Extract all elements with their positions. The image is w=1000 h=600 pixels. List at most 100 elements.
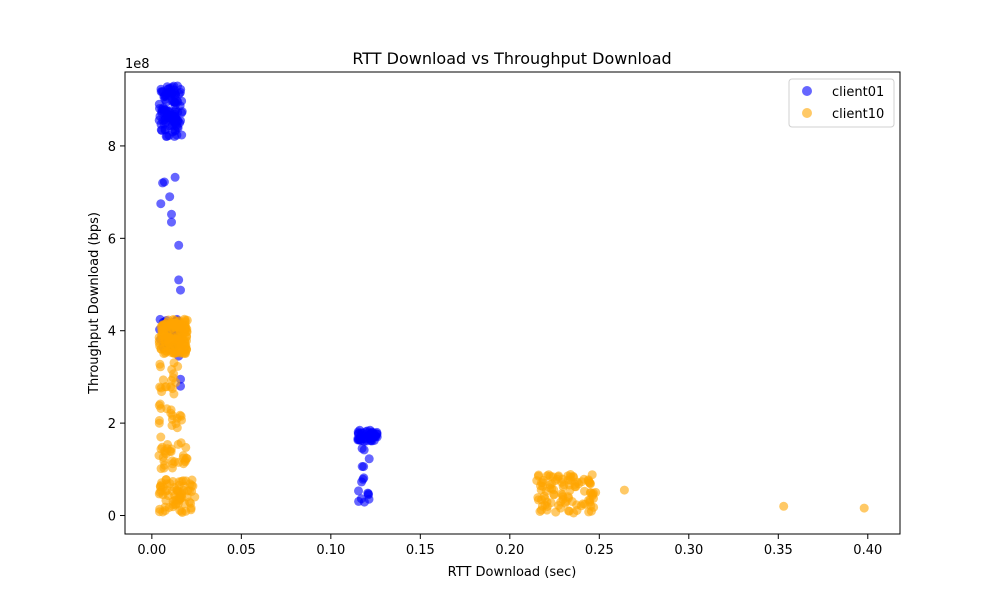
data-point xyxy=(158,375,168,385)
data-point xyxy=(359,473,369,483)
data-point xyxy=(357,443,367,453)
data-point xyxy=(172,494,182,504)
data-point xyxy=(591,487,601,497)
data-point xyxy=(174,275,184,285)
data-point xyxy=(156,432,166,442)
x-tick-label: 0.30 xyxy=(674,543,703,558)
data-point xyxy=(160,460,170,470)
y-tick-label: 6 xyxy=(108,232,116,247)
data-point xyxy=(161,495,171,505)
data-point xyxy=(859,503,869,513)
x-tick-label: 0.20 xyxy=(495,543,524,558)
data-point xyxy=(164,334,174,344)
data-point xyxy=(165,343,175,353)
data-point xyxy=(190,492,200,502)
data-point xyxy=(171,377,181,387)
data-point xyxy=(552,474,562,484)
data-point xyxy=(154,489,164,499)
data-point xyxy=(180,455,190,465)
data-point xyxy=(559,480,569,490)
x-tick-label: 0.40 xyxy=(853,543,882,558)
data-point xyxy=(359,497,369,507)
data-point xyxy=(167,463,177,473)
data-point xyxy=(619,485,629,495)
x-tick-label: 0.00 xyxy=(137,543,166,558)
data-point xyxy=(779,501,789,511)
y-tick-label: 8 xyxy=(108,140,116,155)
data-point xyxy=(155,341,165,351)
data-point xyxy=(563,492,573,502)
data-point xyxy=(540,494,550,504)
data-point xyxy=(156,362,165,372)
data-point xyxy=(154,418,164,428)
plot-frame xyxy=(124,71,901,535)
data-point xyxy=(542,502,552,511)
data-point xyxy=(177,335,187,344)
data-point xyxy=(586,479,595,489)
data-point xyxy=(175,410,185,420)
data-point xyxy=(369,429,379,439)
data-point xyxy=(354,486,363,496)
data-point xyxy=(165,479,175,489)
data-point xyxy=(155,111,165,121)
series-client01 xyxy=(154,81,382,507)
data-point xyxy=(181,476,191,486)
data-point xyxy=(166,408,176,418)
data-point xyxy=(186,505,196,515)
data-point xyxy=(172,423,182,433)
data-point xyxy=(353,434,363,443)
data-point xyxy=(165,324,175,334)
data-point xyxy=(155,399,165,409)
y-tick-label: 4 xyxy=(108,325,116,340)
data-point xyxy=(176,84,186,94)
y-tick-label: 2 xyxy=(108,417,116,432)
data-point xyxy=(176,285,185,295)
legend-marker-client01 xyxy=(802,86,812,96)
legend: client01 client10 xyxy=(788,78,895,128)
data-point xyxy=(164,113,174,122)
data-point xyxy=(163,84,173,94)
y-offset-label: 1e8 xyxy=(125,57,150,72)
data-point xyxy=(174,240,184,250)
data-point xyxy=(158,507,168,517)
data-point xyxy=(170,172,180,182)
data-point xyxy=(156,199,166,209)
data-point xyxy=(167,209,176,219)
x-axis: 0.00 0.05 0.10 0.15 0.20 0.25 0.30 0.35 0.40 xyxy=(137,534,882,558)
legend-label-client01: client01 xyxy=(832,85,884,100)
data-point xyxy=(572,506,582,515)
data-point xyxy=(159,177,169,187)
x-tick-label: 0.25 xyxy=(585,543,614,558)
data-point xyxy=(176,438,186,448)
data-point xyxy=(170,100,180,110)
data-point xyxy=(160,125,170,135)
legend-marker-client10 xyxy=(802,108,812,118)
data-point xyxy=(536,485,546,495)
x-tick-label: 0.05 xyxy=(227,543,256,558)
data-point xyxy=(175,118,185,128)
data-point xyxy=(177,506,187,516)
data-point xyxy=(174,322,184,332)
data-point xyxy=(165,192,175,202)
data-point xyxy=(156,383,166,393)
x-tick-label: 0.35 xyxy=(764,543,793,558)
x-axis-title: RTT Download (sec) xyxy=(448,565,577,580)
data-point xyxy=(363,490,373,500)
x-tick-label: 0.10 xyxy=(316,543,345,558)
points-layer xyxy=(154,81,869,518)
y-axis: 0 2 4 6 8 xyxy=(108,140,125,525)
data-point xyxy=(167,456,177,466)
x-tick-label: 0.15 xyxy=(406,543,435,558)
data-point xyxy=(364,454,374,464)
chart-title: RTT Download vs Throughput Download xyxy=(352,49,671,68)
y-tick-label: 0 xyxy=(108,510,116,525)
legend-box xyxy=(788,78,895,128)
y-axis-title: Throughput Download (bps) xyxy=(87,212,102,395)
legend-label-client10: client10 xyxy=(832,107,884,122)
data-point xyxy=(563,471,573,481)
data-point xyxy=(167,217,176,227)
data-point xyxy=(177,130,187,140)
data-point xyxy=(359,462,369,472)
data-point xyxy=(589,502,599,512)
data-point xyxy=(549,485,559,495)
